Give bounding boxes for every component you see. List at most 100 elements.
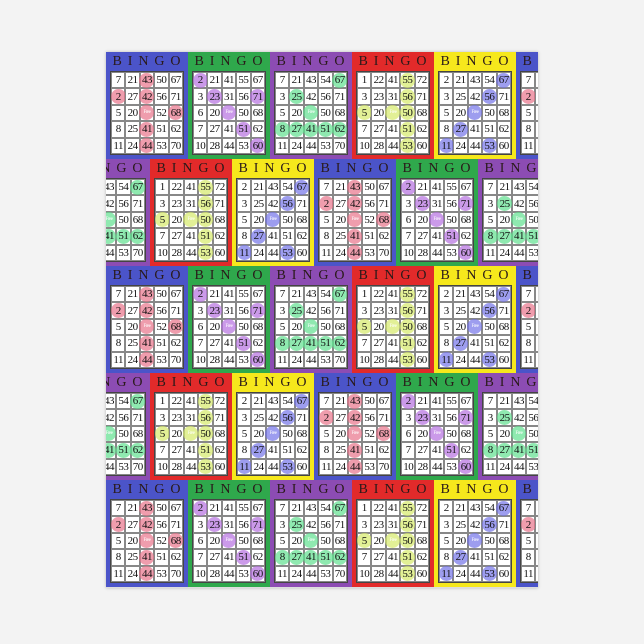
- cell-number: 10: [195, 353, 206, 366]
- bingo-cell: 68: [250, 532, 265, 550]
- cell-number: 20: [253, 427, 265, 440]
- cell-number: 7: [525, 74, 532, 87]
- cell-number: 71: [252, 90, 264, 103]
- cell-number: 2: [525, 304, 532, 317]
- cell-number: 60: [416, 567, 428, 580]
- cell-number: 11: [113, 353, 123, 366]
- cell-number: 8: [279, 123, 286, 136]
- cell-number: 56: [238, 518, 249, 531]
- cell-number: 11: [321, 460, 331, 473]
- bingo-cell: 1: [357, 500, 372, 517]
- cell-number: 41: [305, 551, 317, 564]
- bingo-cell: 41: [429, 228, 445, 245]
- bingo-cell: 7: [193, 549, 208, 566]
- cell-number: 53: [402, 353, 413, 366]
- cell-number: Free: [106, 431, 113, 437]
- bingo-cell: 28: [207, 351, 222, 368]
- bingo-cell: 25: [453, 302, 468, 319]
- cell-number: 62: [132, 444, 144, 457]
- bingo-cell: 8: [274, 121, 291, 138]
- header-letter: B: [484, 374, 495, 390]
- cell-number: 51: [402, 123, 413, 136]
- bingo-cell: 21: [415, 393, 430, 410]
- bingo-cell: 22: [371, 72, 386, 89]
- bingo-cell: 55: [399, 286, 416, 303]
- cell-number: 53: [320, 353, 331, 366]
- cell-number: 7: [405, 230, 412, 243]
- bingo-cell: 20: [535, 532, 538, 550]
- bingo-cell: 51: [399, 121, 416, 138]
- bingo-card-red: B I N G O 1 22 41 55 72 3 23 31 56 71 5 20 Free 50 68 7 27 41 5…: [352, 266, 434, 373]
- bingo-cell: 27: [371, 335, 386, 352]
- cell-number: 62: [214, 230, 226, 243]
- cell-number: 41: [387, 337, 399, 350]
- bingo-cell: 25: [453, 516, 468, 533]
- cell-number: 27: [291, 123, 303, 136]
- bingo-cell: 41: [183, 442, 199, 459]
- header-letter: O: [252, 481, 264, 497]
- bingo-cell: 28: [415, 244, 430, 261]
- bingo-cell: 62: [496, 335, 511, 352]
- bingo-cell: 71: [294, 195, 309, 212]
- bingo-cell: 21: [497, 393, 512, 410]
- bingo-cell: 42: [467, 88, 483, 105]
- header-letter: I: [499, 160, 506, 176]
- bingo-grid: 721435467325425671520Free506882741516211…: [482, 178, 538, 262]
- cell-number: 44: [469, 567, 481, 580]
- header-letter: I: [127, 53, 134, 69]
- header-letter: N: [428, 374, 440, 390]
- cell-number: 50: [484, 320, 495, 333]
- cell-number: 5: [279, 320, 286, 333]
- bingo-cell: 53: [481, 137, 498, 154]
- bingo-cell: 21: [453, 286, 468, 303]
- bingo-cell: 44: [221, 351, 237, 368]
- bingo-cell: 7: [401, 442, 416, 459]
- cell-number: 5: [323, 427, 330, 440]
- bingo-cell: 25: [289, 88, 305, 105]
- cell-number: 44: [267, 460, 279, 473]
- bingo-cell: 53: [154, 351, 169, 368]
- cell-number: 11: [239, 460, 249, 473]
- bingo-cell: 5: [356, 532, 373, 550]
- cell-number: 5: [115, 106, 122, 119]
- cell-number: 25: [253, 411, 265, 424]
- cell-number: 60: [460, 246, 472, 259]
- bingo-cell: 20: [333, 425, 348, 443]
- cell-number: 50: [156, 288, 167, 301]
- cell-number: 71: [416, 304, 428, 317]
- bingo-cell: 51: [280, 442, 295, 459]
- cell-number: 70: [170, 353, 182, 366]
- header-letter: N: [466, 267, 478, 283]
- cell-number: 8: [279, 551, 286, 564]
- header-letter: I: [127, 481, 134, 497]
- cell-number: 20: [499, 427, 511, 440]
- bingo-cell: 51: [317, 549, 334, 566]
- bingo-card-yellow: B I N G O 2 21 43 54 67 3 25 42 56 71 5 20 Free 50 68 8 27 41 5…: [232, 373, 314, 480]
- bingo-cell: 72: [212, 179, 227, 196]
- cell-number: 8: [443, 123, 450, 136]
- cell-number: 71: [170, 304, 182, 317]
- cell-number: 8: [279, 337, 286, 350]
- cell-number: 60: [460, 460, 472, 473]
- bingo-cell: 3: [401, 195, 416, 212]
- cell-number: 44: [387, 567, 399, 580]
- bingo-cell: 8: [111, 335, 126, 352]
- header-letter: N: [346, 374, 358, 390]
- bingo-cell: 28: [371, 137, 386, 154]
- cell-number: 53: [282, 246, 293, 259]
- cell-number: 2: [115, 518, 122, 531]
- bingo-cell: 43: [467, 72, 483, 89]
- cell-number: 41: [141, 123, 153, 136]
- bingo-cell: 41: [221, 500, 237, 517]
- cell-number: 43: [513, 395, 525, 408]
- bingo-cell: 10: [193, 351, 208, 368]
- cell-number: 2: [197, 502, 204, 515]
- bingo-cell: 67: [376, 393, 391, 410]
- cell-number: 71: [170, 518, 182, 531]
- cell-number: Free: [225, 110, 233, 116]
- bingo-cell: 8: [319, 228, 334, 245]
